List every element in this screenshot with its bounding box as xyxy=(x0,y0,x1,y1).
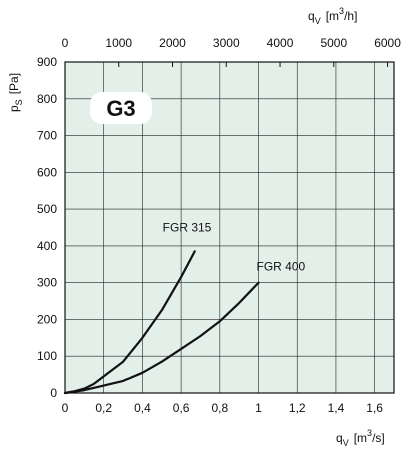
x-tick-label: 0,4 xyxy=(134,401,151,415)
x2-tick-label: 5000 xyxy=(320,36,347,50)
x-axis-subscript: V xyxy=(343,438,349,448)
series-group: FGR 315 FGR 400 xyxy=(63,220,306,395)
x-tick-label: 0,6 xyxy=(173,401,190,415)
x-tick-label: 0,2 xyxy=(95,401,112,415)
x-axis-quantity: q xyxy=(336,431,343,445)
y-tick-label: 800 xyxy=(37,92,57,106)
badge-box xyxy=(90,92,152,124)
x-tick-label: 1,6 xyxy=(366,401,383,415)
x-tick-label: 1 xyxy=(255,401,262,415)
x2-axis-unit-sup: 3 xyxy=(339,6,344,16)
x2-axis-quantity: q xyxy=(308,9,315,23)
x-axis-label: qV [m3/s] xyxy=(336,428,385,448)
y-tick-label: 700 xyxy=(37,129,57,143)
x2-axis-label: qV [m3/h] xyxy=(308,6,357,26)
x-tick-label: 0 xyxy=(62,401,69,415)
y-tick-label: 400 xyxy=(37,239,57,253)
x-axis-bottom-ticks: 0 0,2 0,4 0,6 0,8 1 1,2 1,4 1,6 xyxy=(62,401,384,415)
y-axis-unit: [Pa] xyxy=(7,73,21,94)
y-tick-label: 500 xyxy=(37,202,57,216)
y-tick-label: 200 xyxy=(37,312,57,326)
x2-tick-label: 1000 xyxy=(105,36,132,50)
plot-frame xyxy=(64,61,395,394)
y-axis-subscript: S xyxy=(14,99,24,105)
x-axis-unit-prefix: [m xyxy=(354,431,367,445)
x2-tick-label: 6000 xyxy=(374,36,401,50)
x2-axis-subscript: V xyxy=(315,16,321,26)
x2-tick-label: 4000 xyxy=(267,36,294,50)
x2-axis-unit-prefix: [m xyxy=(326,9,339,23)
y-axis-quantity: p xyxy=(7,105,21,112)
x-tick-label: 0,8 xyxy=(211,401,228,415)
badge-label: G3 xyxy=(106,96,135,121)
x2-tick-label: 0 xyxy=(62,36,69,50)
x2-tick-label: 2000 xyxy=(159,36,186,50)
y-tick-label: 100 xyxy=(37,349,57,363)
y-tick-label: 600 xyxy=(37,165,57,179)
y-tick-label: 900 xyxy=(37,55,57,69)
y-tick-label: 300 xyxy=(37,276,57,290)
x-tick-label: 1,4 xyxy=(328,401,345,415)
y-axis-label: pS [Pa] xyxy=(7,73,24,112)
series-label-1: FGR 315 xyxy=(163,220,212,234)
series-line-2 xyxy=(63,281,260,395)
x-tick-label: 1,2 xyxy=(289,401,306,415)
y-tick-label: 0 xyxy=(50,386,57,400)
y-axis-ticks: 0 100 200 300 400 500 600 700 800 900 xyxy=(37,55,57,400)
x2-axis-unit-suffix: /h] xyxy=(344,9,357,23)
x-axis-unit-sup: 3 xyxy=(367,428,372,438)
x-axis-unit-suffix: /s] xyxy=(372,431,385,445)
series-label-2: FGR 400 xyxy=(257,260,306,274)
x2-tick-label: 3000 xyxy=(213,36,240,50)
